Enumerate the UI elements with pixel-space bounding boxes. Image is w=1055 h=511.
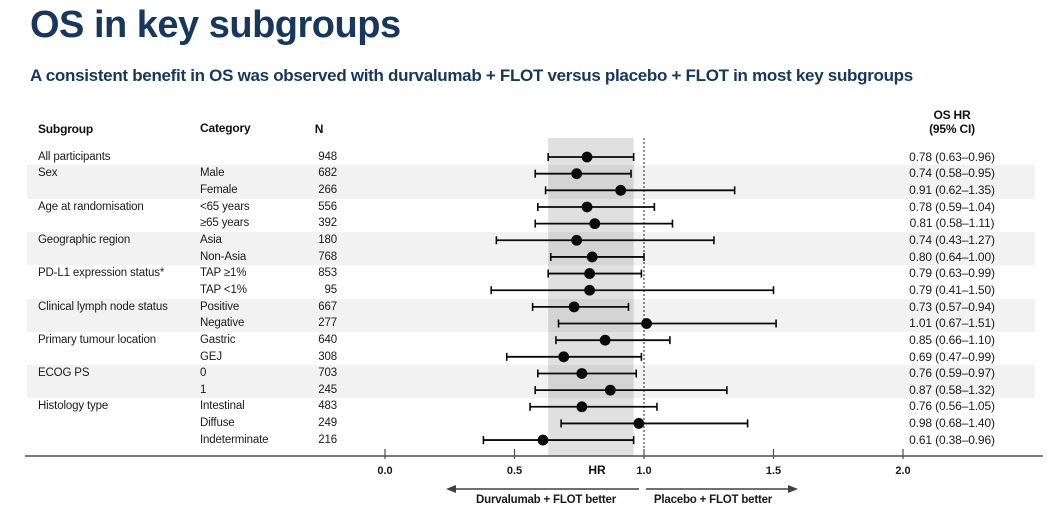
- category-cell: Intestinal: [200, 400, 245, 413]
- hr-ci-cell: 0.76 (0.56–1.05): [909, 399, 995, 414]
- n-cell: 392: [318, 217, 337, 230]
- subgroup-cell: PD-L1 expression status*: [38, 267, 165, 280]
- subgroup-cell: Primary tumour location: [38, 333, 156, 346]
- table-row: ECOG PS 0 703 0.76 (0.59–0.97): [27, 365, 1035, 382]
- arrow-label-placebo-better: Placebo + FLOT better: [653, 494, 773, 506]
- hr-ci-cell: 0.69 (0.47–0.99): [909, 349, 995, 364]
- hr-ci-cell: 0.81 (0.58–1.11): [909, 216, 995, 231]
- subgroup-cell: Histology type: [38, 400, 109, 413]
- n-cell: 216: [318, 433, 337, 446]
- table-row: Diffuse 249 0.98 (0.68–1.40): [27, 415, 1035, 432]
- n-cell: 703: [318, 367, 337, 380]
- table-row: TAP <1% 95 0.79 (0.41–1.50): [27, 282, 1035, 299]
- subgroup-cell: ECOG PS: [38, 367, 90, 380]
- category-cell: Non-Asia: [200, 250, 247, 263]
- hr-ci-cell: 1.01 (0.67–1.51): [909, 316, 995, 331]
- axis-tick-label: 2.0: [895, 465, 910, 477]
- x-axis-title: HR: [588, 463, 606, 477]
- n-cell: 308: [318, 350, 337, 363]
- hr-ci-cell: 0.74 (0.43–1.27): [909, 232, 995, 247]
- left-arrowhead-icon: [446, 485, 456, 493]
- table-row: Histology type Intestinal 483 0.76 (0.56–1.…: [27, 398, 1035, 415]
- col-header-n: N: [314, 122, 324, 136]
- arrow-label-durvalumab-better: Durvalumab + FLOT better: [476, 494, 616, 506]
- hr-ci-cell: 0.73 (0.57–0.94): [909, 299, 995, 314]
- category-cell: 1: [200, 383, 207, 396]
- n-cell: 483: [318, 400, 337, 413]
- axis-tick-label: 0.5: [507, 465, 522, 477]
- table-row: Clinical lymph node status Positive 667 0.7…: [27, 298, 1035, 316]
- page-title: OS in key subgroups: [30, 4, 401, 46]
- hr-ci-cell: 0.78 (0.63–0.96): [909, 149, 995, 164]
- table-row: Sex Male 682 0.74 (0.58–0.95): [27, 165, 1035, 182]
- subgroup-cell: Age at randomisation: [38, 200, 144, 213]
- axis-tick-label: 1.5: [766, 465, 781, 477]
- hr-ci-cell: 0.78 (0.59–1.04): [909, 199, 995, 214]
- category-cell: <65 years: [200, 200, 250, 213]
- hr-ci-cell: 0.85 (0.66–1.10): [909, 332, 995, 347]
- n-cell: 277: [318, 317, 337, 330]
- n-cell: 640: [318, 333, 337, 346]
- right-arrowhead-icon: [788, 485, 798, 493]
- n-cell: 768: [318, 250, 337, 263]
- category-cell: Male: [200, 167, 225, 180]
- hr-ci-cell: 0.76 (0.59–0.97): [909, 366, 995, 381]
- n-cell: 682: [318, 167, 337, 180]
- page-subtitle: A consistent benefit in OS was observed …: [30, 66, 913, 85]
- hr-ci-cell: 0.87 (0.58–1.32): [909, 382, 995, 397]
- table-row: Negative 277 1.01 (0.67–1.51): [27, 315, 1035, 332]
- hr-ci-cell: 0.79 (0.63–0.99): [909, 266, 995, 281]
- n-cell: 556: [318, 200, 337, 213]
- axis-tick-label: 0.0: [377, 465, 392, 477]
- category-cell: Asia: [200, 233, 222, 246]
- table-row: Geographic region Asia 180 0.74 (0.43–1.27): [27, 231, 1035, 249]
- category-cell: 0: [200, 367, 207, 380]
- hr-ci-cell: 0.98 (0.68–1.40): [909, 416, 995, 431]
- table-row: Primary tumour location Gastric 640 0.85 (0…: [27, 332, 1035, 349]
- n-cell: 667: [318, 300, 337, 313]
- category-cell: TAP ≥1%: [200, 267, 247, 280]
- category-cell: ≥65 years: [200, 217, 250, 230]
- col-header-os-hr: OS HR (95% CI): [877, 108, 1027, 136]
- category-cell: TAP <1%: [200, 283, 247, 296]
- col-header-os-hr-line2: (95% CI): [929, 122, 975, 136]
- table-row: Age at randomisation <65 years 556 0.78 (0.…: [27, 199, 1035, 216]
- table-row: All participants 948 0.78 (0.63–0.96): [27, 149, 1035, 166]
- hr-ci-cell: 0.91 (0.62–1.35): [909, 183, 995, 197]
- subgroup-cell: Geographic region: [38, 233, 131, 246]
- hr-ci-cell: 0.80 (0.64–1.00): [909, 249, 995, 264]
- table-row: Indeterminate 216 0.61 (0.38–0.96): [27, 432, 1035, 449]
- hr-ci-cell: 0.79 (0.41–1.50): [909, 282, 995, 297]
- hr-ci-cell: 0.61 (0.38–0.96): [909, 432, 995, 447]
- n-cell: 180: [318, 233, 337, 246]
- col-header-subgroup: Subgroup: [38, 122, 94, 136]
- category-cell: Gastric: [200, 333, 236, 346]
- n-cell: 266: [318, 184, 337, 196]
- subgroup-cell: Sex: [38, 167, 58, 180]
- n-cell: 948: [318, 150, 337, 163]
- table-row: ≥65 years 392 0.81 (0.58–1.11): [27, 215, 1035, 232]
- n-cell: 95: [324, 283, 338, 296]
- table-row: Non-Asia 768 0.80 (0.64–1.00): [27, 248, 1035, 266]
- category-cell: Positive: [200, 300, 240, 313]
- category-cell: Negative: [200, 317, 245, 330]
- col-header-os-hr-line1: OS HR: [933, 108, 971, 122]
- table-row: Female 266 0.91 (0.62–1.35): [27, 182, 1035, 199]
- n-cell: 249: [318, 417, 337, 430]
- category-cell: GEJ: [200, 350, 222, 363]
- table-row: 1 245 0.87 (0.58–1.32): [27, 381, 1035, 399]
- category-cell: Diffuse: [200, 417, 235, 430]
- axis-tick-label: 1.0: [636, 465, 651, 477]
- subgroup-cell: All participants: [38, 150, 111, 163]
- n-cell: 245: [318, 383, 337, 396]
- n-cell: 853: [318, 267, 337, 280]
- col-header-category: Category: [200, 121, 251, 135]
- hr-ci-cell: 0.74 (0.58–0.95): [909, 166, 995, 181]
- table-row: GEJ 308 0.69 (0.47–0.99): [27, 349, 1035, 366]
- category-cell: Female: [200, 184, 238, 196]
- subgroup-cell: Clinical lymph node status: [38, 300, 168, 313]
- category-cell: Indeterminate: [200, 433, 269, 446]
- table-row: PD-L1 expression status* TAP ≥1% 853 0.79 (…: [27, 265, 1035, 282]
